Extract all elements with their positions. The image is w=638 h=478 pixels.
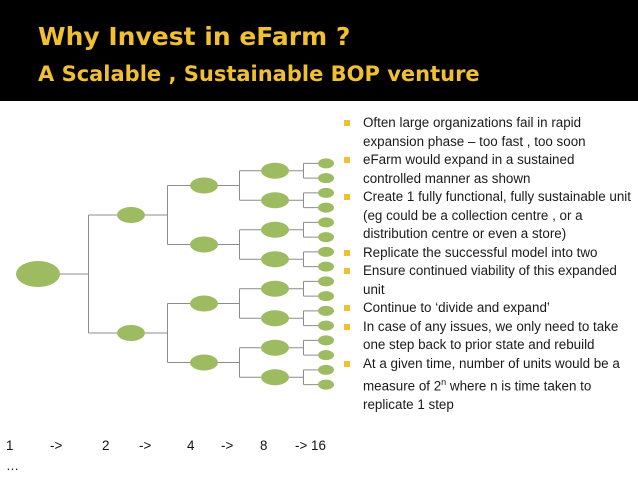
bullet-item: Create 1 fully functional, fully sustain… [343, 188, 635, 244]
tree-connector-line [218, 170, 261, 201]
bullet-item: Ensure continued viability of this expan… [343, 262, 635, 299]
unit-node [117, 207, 145, 223]
unit-node [318, 335, 334, 346]
tree-connector-line [289, 162, 318, 179]
bullet-square-icon [344, 360, 350, 367]
bullet-list: Often large organizations fail in rapid … [343, 114, 635, 414]
bullet-square-icon [344, 323, 350, 330]
unit-node [318, 217, 334, 228]
unit-node [117, 325, 145, 341]
bullet-square-icon [344, 194, 350, 200]
bullet-square-icon [344, 249, 350, 256]
unit-node [318, 320, 334, 331]
sequence-item: -> [221, 438, 234, 453]
unit-node [190, 295, 218, 312]
unit-node [318, 158, 334, 169]
title-bar: Why Invest in eFarm ? A Scalable , Susta… [0, 0, 638, 101]
unit-node [318, 232, 334, 243]
tree-connector-line [145, 185, 190, 245]
sequence-item: -> [139, 438, 152, 453]
unit-node [318, 202, 334, 213]
unit-node [190, 354, 218, 371]
unit-node [261, 221, 289, 238]
tree-connector-line [289, 251, 318, 268]
bullet-item: Continue to ‘divide and expand’ [343, 299, 635, 318]
superscript: n [441, 377, 447, 387]
tree-connector-line [289, 221, 318, 238]
tree-connector-line [289, 339, 318, 356]
tree-connector-line [60, 214, 117, 334]
sequence-item: 8 [260, 438, 268, 453]
sequence-item: 2 [102, 438, 110, 453]
unit-node [261, 280, 289, 297]
unit-node [16, 261, 60, 287]
bullet-item: eFarm would expand in a sustained contro… [343, 151, 635, 188]
unit-node [318, 246, 334, 257]
unit-node [318, 276, 334, 287]
sequence-ellipsis: … [6, 458, 19, 473]
unit-node [318, 305, 334, 316]
tree-connector-line [289, 280, 318, 297]
tree-connector-line [218, 347, 261, 378]
unit-node [190, 177, 218, 194]
unit-node [318, 379, 334, 390]
unit-node [261, 192, 289, 209]
unit-node [261, 310, 289, 327]
unit-node [318, 173, 334, 184]
sequence-item: -> [50, 438, 63, 453]
unit-node [261, 369, 289, 386]
unit-node [261, 162, 289, 179]
unit-node [318, 364, 334, 375]
bullet-square-icon [344, 120, 350, 126]
unit-node [318, 187, 334, 198]
sequence-item: -> 16 [295, 438, 326, 453]
bullet-item: At a given time, number of units would b… [343, 355, 635, 415]
unit-node [318, 261, 334, 272]
bullet-square-icon [344, 157, 350, 163]
tree-connector-line [145, 303, 190, 363]
tree-connector-line [218, 288, 261, 319]
sequence-item: 4 [187, 438, 195, 453]
tree-connector-line [289, 369, 318, 386]
unit-node [190, 236, 218, 253]
tree-connector-line [289, 310, 318, 327]
bullet-square-icon [344, 268, 350, 274]
sequence-item: 1 [6, 438, 14, 453]
unit-node [318, 350, 334, 361]
unit-node [318, 291, 334, 302]
tree-connector-line [289, 192, 318, 209]
unit-node [261, 339, 289, 356]
bullet-item: Replicate the successful model into two [343, 244, 635, 263]
slide-subtitle: A Scalable , Sustainable BOP venture [38, 62, 480, 86]
bullet-square-icon [344, 305, 350, 311]
slide-title: Why Invest in eFarm ? [38, 22, 351, 51]
unit-node [261, 251, 289, 268]
bullet-item: In case of any issues, we only need to t… [343, 318, 635, 355]
bullet-item: Often large organizations fail in rapid … [343, 114, 635, 151]
tree-connector-line [218, 229, 261, 260]
